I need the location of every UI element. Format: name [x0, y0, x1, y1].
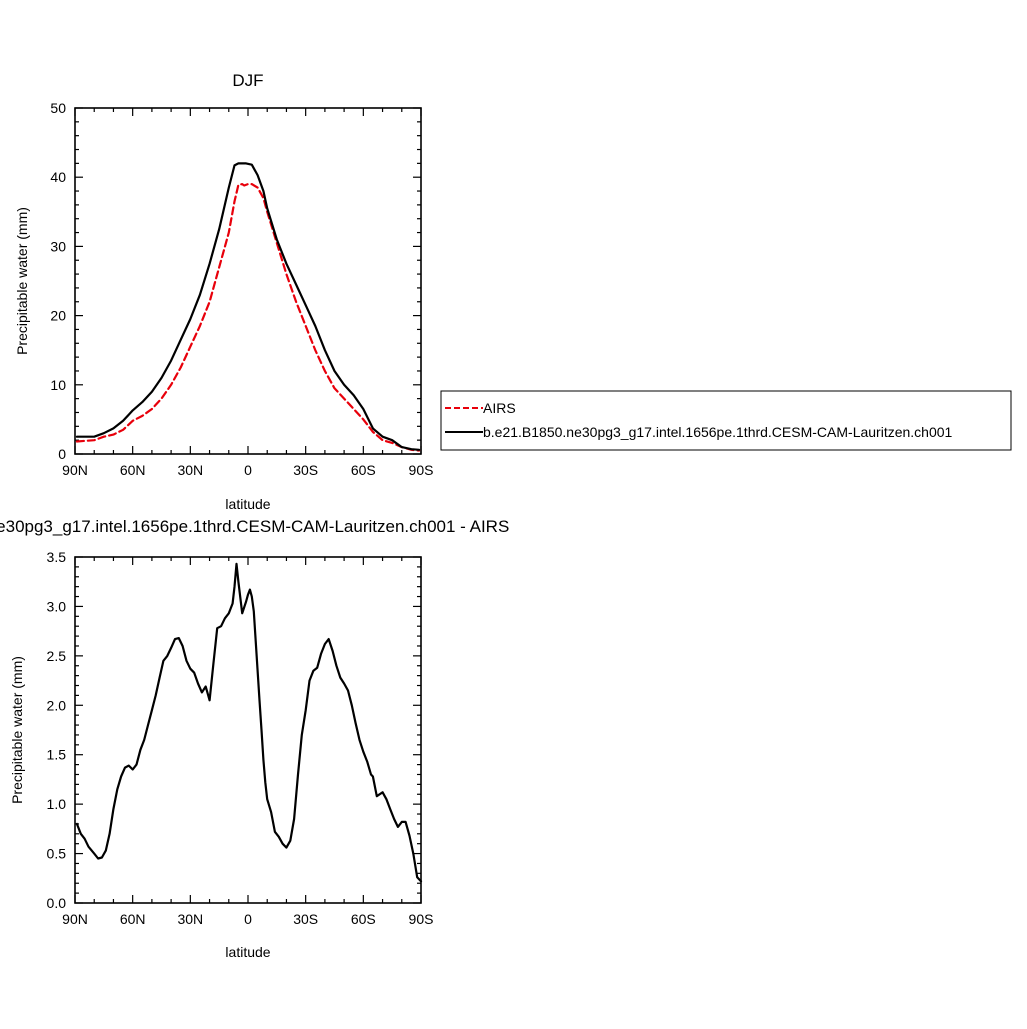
x-tick-label: 90N	[62, 911, 88, 927]
y-tick-label: 1.0	[47, 796, 67, 812]
x-axis-label: latitude	[225, 496, 270, 512]
x-tick-label: 90S	[409, 462, 434, 478]
x-tick-label: 0	[244, 462, 252, 478]
chart-panel-2: ne30pg3_g17.intel.1656pe.1thrd.CESM-CAM-…	[0, 517, 509, 960]
x-tick-label: 30S	[293, 462, 318, 478]
x-tick-label: 60S	[351, 911, 376, 927]
x-axis-label: latitude	[225, 944, 270, 960]
chart-title: DJF	[232, 71, 263, 90]
x-tick-label: 60S	[351, 462, 376, 478]
legend-box	[440, 390, 1012, 451]
y-tick-label: 3.0	[47, 598, 67, 614]
y-tick-label: 3.5	[47, 549, 67, 565]
y-tick-label: 10	[50, 377, 66, 393]
y-tick-label: 2.5	[47, 648, 67, 664]
series-line-2	[75, 162, 421, 451]
x-tick-label: 60N	[120, 911, 146, 927]
y-tick-label: 0.5	[47, 846, 67, 862]
y-axis-label: Precipitable water (mm)	[9, 656, 25, 804]
y-tick-label: 0.0	[47, 895, 67, 911]
legend-label-1: AIRS	[483, 400, 516, 416]
series-line-1	[75, 562, 423, 883]
x-tick-label: 30S	[293, 911, 318, 927]
y-tick-label: 50	[50, 100, 66, 116]
plot-frame	[74, 107, 422, 455]
y-axis-label: Precipitable water (mm)	[14, 207, 30, 355]
legend-label-2: b.e21.B1850.ne30pg3_g17.intel.1656pe.1th…	[483, 424, 953, 440]
y-tick-label: 20	[50, 308, 66, 324]
chart-title: ne30pg3_g17.intel.1656pe.1thrd.CESM-CAM-…	[0, 517, 509, 536]
y-tick-label: 40	[50, 169, 66, 185]
y-tick-label: 2.0	[47, 697, 67, 713]
x-tick-label: 90S	[409, 911, 434, 927]
legend: AIRS b.e21.B1850.ne30pg3_g17.intel.1656pe…	[440, 390, 1012, 451]
y-tick-label: 30	[50, 238, 66, 254]
chart-panel-1: DJF 90N 60N 30N 0 30S 60S 90S 0 10 20 30 40 50 latitud…	[14, 71, 433, 512]
x-tick-label: 60N	[120, 462, 146, 478]
y-tick-label: 0	[58, 446, 66, 462]
x-tick-label: 30N	[177, 462, 203, 478]
x-tick-label: 90N	[62, 462, 88, 478]
y-tick-label: 1.5	[47, 747, 67, 763]
x-tick-label: 0	[244, 911, 252, 927]
series-line-1	[75, 183, 421, 452]
x-tick-label: 30N	[177, 911, 203, 927]
plot-frame	[74, 556, 422, 904]
